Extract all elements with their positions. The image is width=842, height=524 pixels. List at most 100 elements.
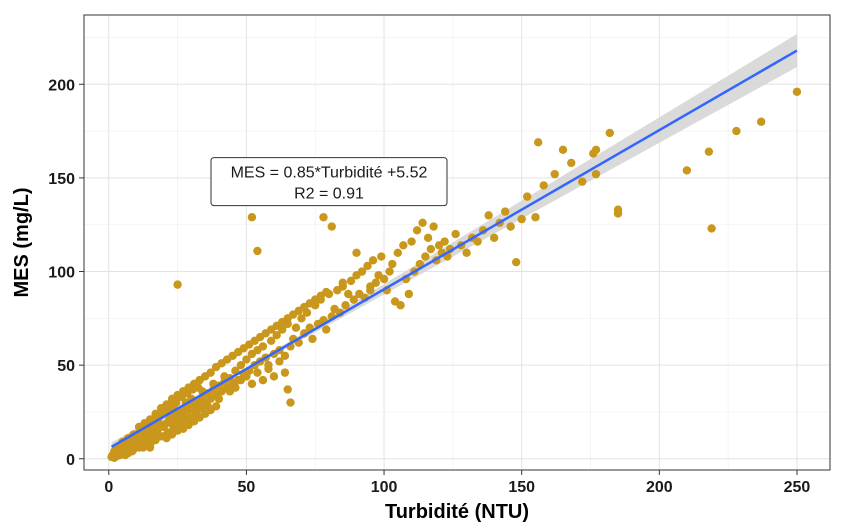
data-point <box>280 368 290 377</box>
data-point <box>283 385 292 394</box>
data-point <box>357 267 367 276</box>
y-tick-label: 0 <box>66 452 75 469</box>
data-point <box>247 379 257 389</box>
data-point <box>145 415 155 424</box>
data-point <box>349 295 358 304</box>
data-point <box>539 181 548 190</box>
annotation-equation: MES = 0.85*Turbidité +5.52 <box>231 165 428 182</box>
data-point <box>231 383 240 392</box>
data-point <box>377 252 386 261</box>
data-point <box>473 237 482 246</box>
data-point <box>346 276 356 286</box>
data-point <box>792 87 802 96</box>
data-point <box>426 244 436 254</box>
panel-border <box>83 14 831 471</box>
data-point <box>266 336 276 346</box>
data-point <box>522 192 532 201</box>
y-axis-title: MES (mg/L) <box>11 188 33 298</box>
x-tick-label: 0 <box>104 479 113 496</box>
data-point <box>489 233 499 243</box>
x-tick-label: 100 <box>371 479 398 496</box>
data-point <box>404 289 414 299</box>
regression-line <box>110 49 798 448</box>
data-point <box>412 226 422 235</box>
data-point <box>286 398 295 407</box>
data-point <box>272 330 281 340</box>
data-point <box>341 301 350 310</box>
data-point <box>500 207 510 216</box>
data-point <box>385 267 394 276</box>
data-point <box>567 158 576 168</box>
data-point <box>145 443 155 452</box>
data-point <box>366 286 375 295</box>
x-axis-title: Turbidité (NTU) <box>385 501 529 523</box>
data-point <box>517 214 526 224</box>
data-point <box>451 229 460 239</box>
data-point <box>291 323 301 332</box>
annotation-box <box>210 157 448 207</box>
x-tick-label: 200 <box>646 479 673 496</box>
data-point <box>393 248 403 257</box>
y-tick-label: 200 <box>48 77 75 94</box>
data-point <box>352 248 361 257</box>
data-point <box>236 360 246 370</box>
axis-ticks: 0 50 100 150 200 250 0 50 100 150 200 <box>48 77 810 496</box>
data-point <box>322 287 331 297</box>
data-point <box>506 222 515 231</box>
data-point <box>429 222 438 231</box>
data-point <box>396 301 405 310</box>
data-point <box>613 209 623 218</box>
regression-line-layer <box>110 49 798 448</box>
data-point <box>707 224 716 233</box>
data-point <box>275 357 284 366</box>
data-point <box>421 252 430 261</box>
data-point <box>440 237 449 246</box>
data-point <box>280 351 290 360</box>
y-tick-label: 50 <box>57 358 75 375</box>
data-point <box>264 360 273 370</box>
y-tick-label: 100 <box>48 265 75 282</box>
data-point <box>258 342 268 351</box>
data-point <box>151 409 160 419</box>
data-point <box>242 355 251 364</box>
data-point <box>269 372 279 381</box>
data-point <box>220 372 229 381</box>
data-point <box>322 325 331 334</box>
data-point <box>206 368 215 377</box>
data-point <box>682 166 692 175</box>
data-point <box>407 237 416 246</box>
data-point <box>756 117 766 126</box>
data-point <box>211 402 221 411</box>
data-point <box>550 169 559 179</box>
y-tick-label: 150 <box>48 171 75 188</box>
data-point <box>368 256 378 265</box>
data-point <box>253 246 262 256</box>
regression-annotation: MES = 0.85*Turbidité +5.52 R2 = 0.91 <box>210 157 448 207</box>
data-point <box>247 213 257 222</box>
annotation-r2: R2 = 0.91 <box>294 186 364 203</box>
data-point <box>511 257 521 267</box>
data-point <box>531 213 540 222</box>
grid <box>84 15 830 470</box>
data-point <box>558 145 568 155</box>
data-point <box>297 314 306 323</box>
data-point <box>162 400 171 409</box>
data-point <box>484 211 493 220</box>
data-point <box>732 126 741 136</box>
data-point <box>319 213 328 222</box>
data-point <box>534 138 543 147</box>
data-point <box>214 394 224 404</box>
data-point <box>173 280 182 289</box>
data-point <box>242 372 251 381</box>
data-point <box>591 169 601 179</box>
x-tick-label: 150 <box>508 479 535 496</box>
data-point <box>591 145 601 155</box>
x-tick-label: 50 <box>238 479 256 496</box>
data-point <box>379 274 389 284</box>
data-point <box>253 368 262 377</box>
data-point <box>371 278 380 287</box>
data-point <box>327 222 336 231</box>
data-point <box>338 278 347 287</box>
data-point <box>258 375 268 385</box>
